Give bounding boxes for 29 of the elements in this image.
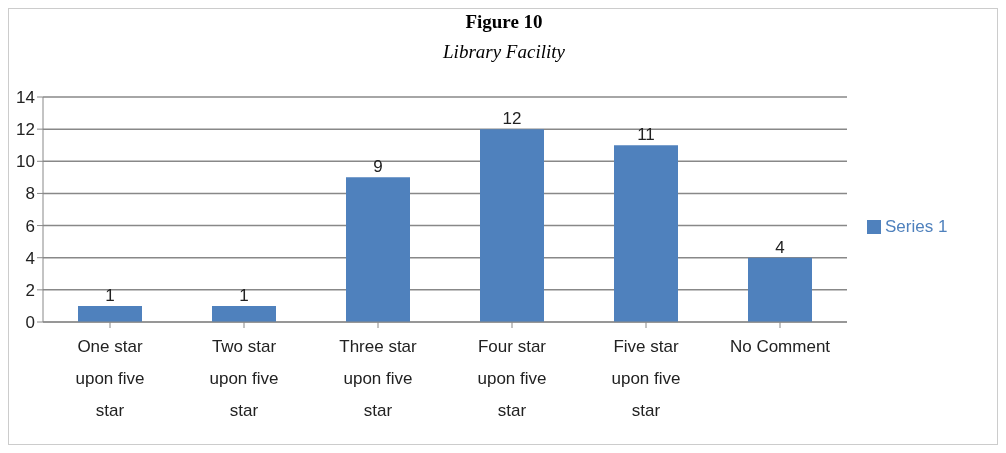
y-tick-label: 4 [25,248,35,268]
y-tick-label: 14 [16,88,35,108]
bar [480,129,544,322]
bar [212,305,276,322]
x-tick-label: Four star upon five star [477,337,547,420]
bar [748,257,812,322]
y-tick-label: 8 [25,184,35,204]
x-tick-label: Three star upon five star [339,337,418,420]
y-tick-label: 10 [16,152,35,172]
x-tick-label: Five star upon five star [611,337,681,420]
legend-label: Series 1 [885,216,948,236]
bar [614,145,678,322]
data-label: 11 [637,125,655,145]
y-tick-label: 6 [25,216,35,236]
data-label: 1 [105,285,115,305]
data-label: 9 [373,157,383,177]
y-tick-label: 12 [16,120,35,140]
y-tick-label: 0 [25,313,35,333]
data-label: 1 [239,285,249,305]
x-tick-label: No Comment [729,337,831,356]
y-tick-label: 2 [25,280,35,300]
x-tick-label: Two star upon five star [209,337,279,420]
bar [346,177,410,322]
bar [78,305,142,322]
chart-title: Figure 10 [464,11,544,33]
data-label: 4 [775,237,785,257]
x-tick-label: One star upon five star [75,337,145,420]
data-label: 12 [502,109,522,129]
chart-subtitle: Library Facility [442,41,566,63]
